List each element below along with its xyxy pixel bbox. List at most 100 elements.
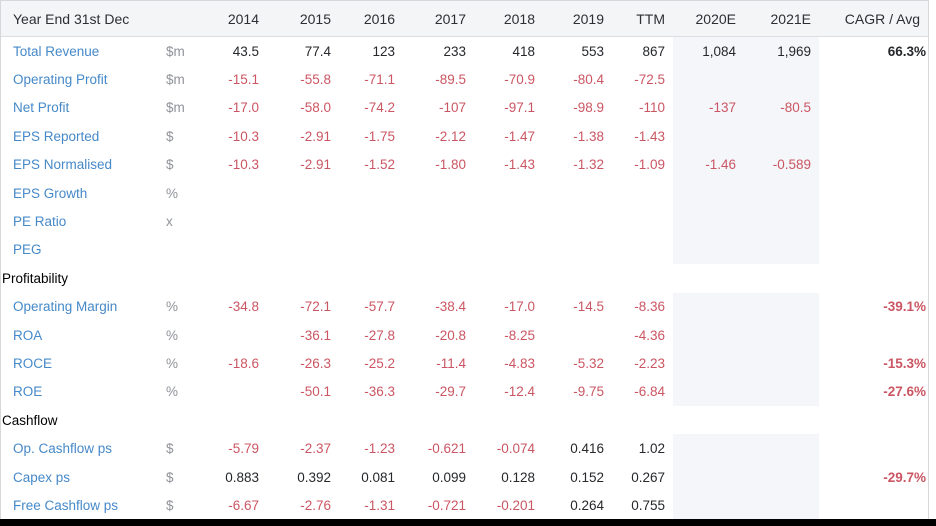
table-row-roa: ROA% -36.1 -27.8 -20.8 -8.25 -4.36 <box>1 320 928 350</box>
cell-eps-normalised-2016: -1.52 <box>364 157 395 173</box>
cell-net-profit-2014: -17.0 <box>228 100 259 116</box>
cell-capex-ps-2019: 0.152 <box>570 469 604 485</box>
column-header-2021e: 2021E <box>744 1 819 37</box>
row-label-roce[interactable]: ROCE <box>13 355 53 371</box>
column-header-2019: 2019 <box>543 1 612 37</box>
cell-peg-2019 <box>543 236 612 264</box>
cell-eps-normalised-cagr-avg <box>819 151 928 179</box>
cell-net-profit-2016: -74.2 <box>364 100 395 116</box>
column-header-2018: 2018 <box>474 1 543 37</box>
row-label-net-profit[interactable]: Net Profit <box>13 100 70 116</box>
cell-operating-profit-2016: -71.1 <box>364 72 395 88</box>
cell-pe-ratio-2016 <box>339 207 403 235</box>
table-row-total-revenue: Total Revenue $m 43.5 77.4 123 233 418 553 867 1,… <box>1 36 928 66</box>
row-label-operating-margin[interactable]: Operating Margin <box>13 299 118 315</box>
row-label-free-cashflow-ps[interactable]: Free Cashflow ps <box>13 497 119 513</box>
cell-roe-2019: -9.75 <box>573 384 604 400</box>
cell-roe-cagr-avg: -27.6% <box>883 384 926 400</box>
cell-operating-profit-2017: -89.5 <box>435 72 466 88</box>
cell-capex-ps-2016: 0.081 <box>361 469 395 485</box>
cell-eps-reported-ttm: -1.43 <box>634 128 665 144</box>
cell-capex-ps-2020e <box>673 462 744 492</box>
cell-roa-cagr-avg <box>819 321 928 349</box>
cell-operating-margin-cagr-avg: -39.1% <box>883 299 926 315</box>
cell-pe-ratio-2014 <box>209 207 267 235</box>
cell-eps-growth-2014 <box>209 179 267 207</box>
cell-roe-ttm: -6.84 <box>634 384 665 400</box>
row-label-eps-normalised[interactable]: EPS Normalised <box>13 157 113 173</box>
unit-label: $m <box>166 100 185 116</box>
table-row-pe-ratio: PE Ratio x <box>1 207 928 236</box>
cell-operating-margin-2018: -17.0 <box>504 299 535 315</box>
cell-roe-2016: -36.3 <box>364 384 395 400</box>
section-header-label: Cashflow <box>2 412 58 428</box>
cell-total-revenue-ttm: 867 <box>642 43 665 59</box>
cell-roce-2019: -5.32 <box>573 355 604 371</box>
cell-roa-2018: -8.25 <box>504 327 535 343</box>
cell-pe-ratio-2020e <box>673 207 744 236</box>
cell-roce-2017: -11.4 <box>436 355 466 371</box>
cell-roa-2017: -20.8 <box>435 327 466 343</box>
table-body: Total Revenue $m 43.5 77.4 123 233 418 553 867 1,… <box>1 36 928 520</box>
cell-eps-reported-2021e <box>744 122 819 151</box>
header-year-end-label: Year End 31st Dec <box>1 1 153 37</box>
cell-total-revenue-2015: 77.4 <box>304 43 331 59</box>
table-row-net-profit: Net Profit $m -17.0 -58.0 -74.2 -107 -97.1 -98.… <box>1 93 928 123</box>
cell-eps-normalised-2015: -2.91 <box>300 157 331 173</box>
cell-capex-ps-2017: 0.099 <box>432 469 466 485</box>
table-row-eps-growth: EPS Growth% <box>1 178 928 208</box>
cell-eps-normalised-ttm: -1.09 <box>634 157 665 173</box>
row-label-peg[interactable]: PEG <box>13 242 42 258</box>
cell-op-cashflow-ps-2018: -0.074 <box>496 441 535 457</box>
unit-label: % <box>166 185 179 201</box>
cell-roce-2020e <box>673 349 744 378</box>
cell-free-cashflow-ps-2015: -2.76 <box>300 497 331 513</box>
cell-operating-margin-2019: -14.5 <box>573 299 604 315</box>
cell-eps-normalised-2021e: -0.589 <box>744 150 819 179</box>
cell-roce-2015: -26.3 <box>300 355 331 371</box>
cell-eps-normalised-2018: -1.43 <box>504 157 535 173</box>
table-header-row: Year End 31st Dec 2014 2015 2016 2017 2018 201… <box>1 1 928 37</box>
cell-operating-margin-2017: -38.4 <box>435 299 466 315</box>
unit-label: x <box>166 214 173 230</box>
cell-peg-ttm <box>612 236 673 264</box>
cell-eps-growth-2021e <box>744 178 819 208</box>
cell-roa-2021e <box>744 320 819 350</box>
cell-roe-2018: -12.4 <box>504 384 535 400</box>
cell-net-profit-2015: -58.0 <box>300 100 331 116</box>
cell-eps-reported-2016: -1.75 <box>364 128 395 144</box>
row-label-operating-profit[interactable]: Operating Profit <box>13 72 108 88</box>
column-header-2020e: 2020E <box>673 1 744 37</box>
row-label-eps-reported[interactable]: EPS Reported <box>13 128 100 144</box>
table-row-capex-ps: Capex ps $0.883 0.392 0.081 0.099 0.128 0.152 0… <box>1 462 928 492</box>
row-label-capex-ps[interactable]: Capex ps <box>13 469 71 485</box>
cell-eps-growth-2017 <box>403 179 474 207</box>
row-label-op-cashflow-ps[interactable]: Op. Cashflow ps <box>13 441 113 457</box>
cell-operating-margin-ttm: -8.36 <box>634 299 665 315</box>
cell-roce-cagr-avg: -15.3% <box>883 355 926 371</box>
row-label-total-revenue[interactable]: Total Revenue <box>13 43 100 59</box>
cell-op-cashflow-ps-2021e <box>744 434 819 463</box>
unit-label: $ <box>166 128 174 144</box>
table-row-operating-profit: Operating Profit $m -15.1 -55.8 -71.1 -89.5 -7… <box>1 65 928 94</box>
cell-eps-growth-ttm <box>612 179 673 207</box>
table-row-roe: ROE% -50.1 -36.3 -29.7 -12.4 -9.75 -6.84 -27.6% <box>1 377 928 407</box>
cell-total-revenue-cagr-avg: 66.3% <box>887 43 926 59</box>
cell-total-revenue-2020e: 1,084 <box>673 36 744 66</box>
bottom-bar <box>0 519 936 526</box>
table-row-operating-margin: Operating Margin% -34.8 -72.1 -57.7 -38.4 -17… <box>1 292 928 321</box>
cell-eps-normalised-2020e: -1.46 <box>673 150 744 179</box>
row-label-roa[interactable]: ROA <box>13 327 43 343</box>
cell-net-profit-cagr-avg <box>819 94 928 122</box>
row-label-roe[interactable]: ROE <box>13 384 43 400</box>
cell-roa-2019 <box>543 321 612 349</box>
row-label-pe-ratio[interactable]: PE Ratio <box>13 214 67 230</box>
row-label-eps-growth[interactable]: EPS Growth <box>13 185 88 201</box>
cell-total-revenue-2018: 418 <box>512 43 535 59</box>
cell-roe-2021e <box>744 377 819 407</box>
table-row-op-cashflow-ps: Op. Cashflow ps $ -5.79 -2.37 -1.23 -0.621 -0.… <box>1 434 928 463</box>
cell-operating-margin-2016: -57.7 <box>364 299 395 315</box>
cell-pe-ratio-2018 <box>474 207 543 235</box>
cell-operating-profit-2018: -70.9 <box>504 72 535 88</box>
